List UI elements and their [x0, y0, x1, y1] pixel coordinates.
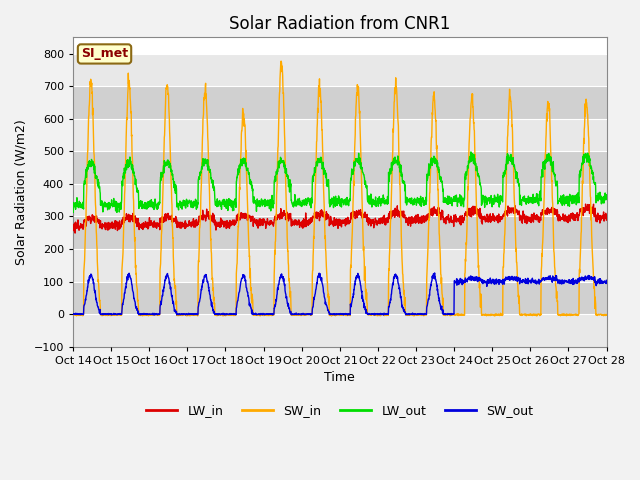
Bar [73, 184, 607, 216]
Bar [73, 119, 607, 151]
SW_in [69, 312, 77, 317]
SW_in [603, 312, 611, 318]
Bar [73, 282, 607, 314]
LW_out [369, 196, 377, 202]
Title: Solar Radiation from CNR1: Solar Radiation from CNR1 [229, 15, 451, 33]
LW_in [582, 201, 589, 207]
LW_out [313, 159, 321, 165]
X-axis label: Time: Time [324, 372, 355, 384]
SW_out [470, 274, 477, 280]
SW_out [603, 277, 611, 283]
SW_in [470, 120, 477, 125]
LW_in [69, 224, 77, 230]
LW_out [602, 196, 610, 202]
Line: SW_in: SW_in [73, 61, 607, 316]
SW_in [538, 253, 546, 259]
SW_in [138, 313, 146, 319]
SW_in [602, 312, 610, 317]
LW_out [69, 210, 77, 216]
Bar [73, 216, 607, 249]
LW_out [603, 192, 611, 198]
SW_out [538, 276, 546, 282]
LW_out [470, 152, 477, 157]
SW_out [602, 281, 610, 287]
SW_in [554, 298, 561, 304]
Y-axis label: Solar Radiation (W/m2): Solar Radiation (W/m2) [15, 119, 28, 265]
Bar [73, 249, 607, 282]
LW_in [470, 210, 477, 216]
LW_out [467, 149, 475, 155]
LW_in [71, 230, 79, 236]
SW_in [313, 138, 321, 144]
SW_in [277, 58, 285, 64]
SW_out [431, 270, 438, 276]
SW_out [108, 312, 115, 318]
Line: SW_out: SW_out [73, 273, 607, 315]
Text: SI_met: SI_met [81, 48, 128, 60]
LW_in [554, 209, 561, 215]
LW_in [313, 214, 321, 219]
LW_out [69, 205, 77, 211]
LW_out [538, 168, 546, 173]
SW_out [554, 277, 561, 283]
LW_in [369, 220, 377, 226]
Line: LW_out: LW_out [73, 152, 607, 213]
LW_in [538, 212, 546, 218]
SW_out [369, 312, 377, 317]
LW_in [603, 217, 611, 223]
Bar [73, 314, 607, 347]
Bar [73, 86, 607, 119]
Bar [73, 151, 607, 184]
SW_in [369, 312, 377, 318]
Legend: LW_in, SW_in, LW_out, SW_out: LW_in, SW_in, LW_out, SW_out [141, 399, 538, 422]
LW_out [554, 184, 561, 190]
Line: LW_in: LW_in [73, 204, 607, 233]
SW_out [313, 283, 321, 288]
Bar [73, 54, 607, 86]
SW_out [69, 312, 77, 317]
LW_in [602, 212, 610, 218]
